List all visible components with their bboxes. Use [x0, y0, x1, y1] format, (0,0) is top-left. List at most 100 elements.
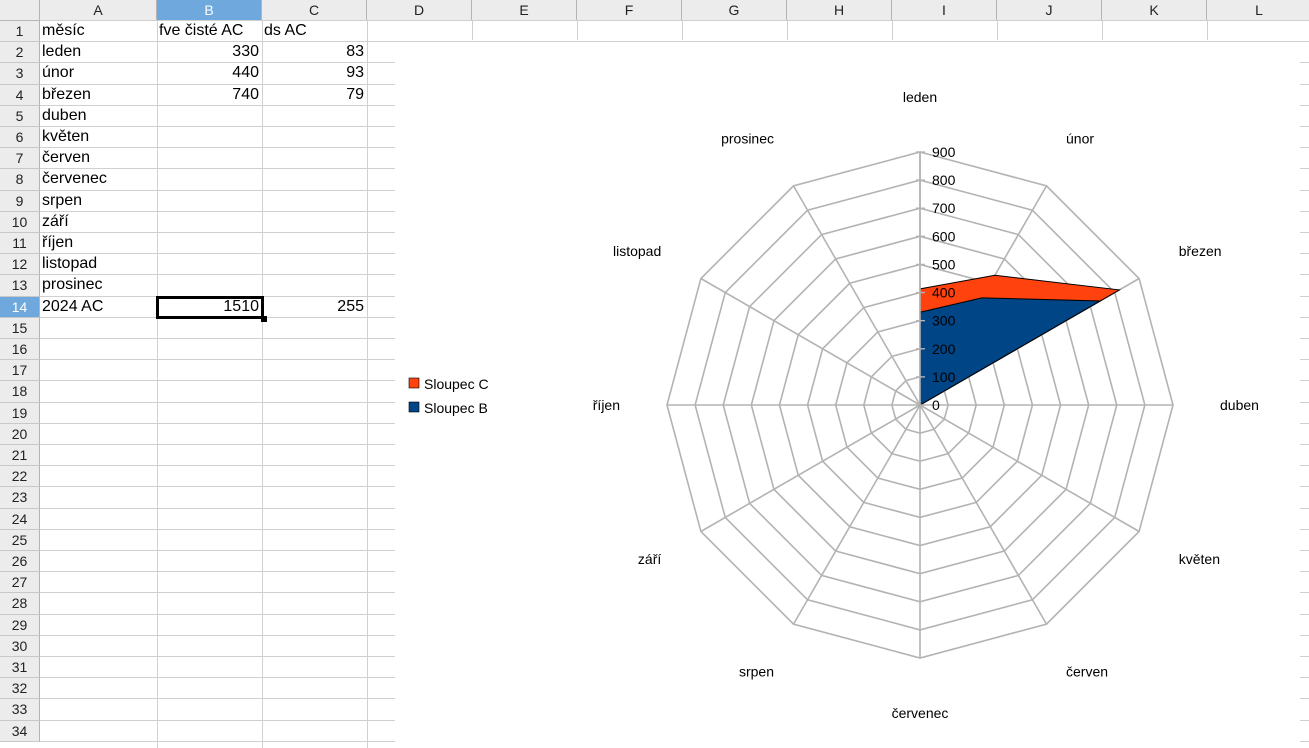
- row-header[interactable]: 20: [0, 423, 40, 445]
- cell-a9[interactable]: srpen: [42, 191, 83, 209]
- row-header[interactable]: 18: [0, 381, 40, 403]
- column-header-e[interactable]: E: [472, 0, 577, 21]
- cell-b2[interactable]: 330: [232, 43, 259, 61]
- cell-c12[interactable]: [262, 254, 367, 275]
- cell-b5[interactable]: [157, 106, 262, 127]
- column-header-j[interactable]: J: [997, 0, 1102, 21]
- row-header[interactable]: 10: [0, 211, 40, 233]
- cell-c8[interactable]: [262, 169, 367, 190]
- row-header[interactable]: 34: [0, 720, 40, 742]
- row-header[interactable]: 29: [0, 614, 40, 636]
- row-header[interactable]: 6: [0, 127, 40, 149]
- row-header[interactable]: 2: [0, 42, 40, 64]
- column-header-a[interactable]: A: [40, 0, 157, 21]
- tick-label: 700: [932, 200, 956, 216]
- category-label: červen: [1066, 664, 1108, 680]
- cell-a8[interactable]: červenec: [42, 170, 107, 188]
- row-header[interactable]: 21: [0, 445, 40, 467]
- tick-label: 300: [932, 313, 956, 329]
- row-header[interactable]: 26: [0, 551, 40, 573]
- category-label: březen: [1179, 243, 1222, 259]
- grid-spoke: [792, 185, 921, 406]
- cell-c6[interactable]: [262, 127, 367, 148]
- cell-a10[interactable]: září: [42, 212, 69, 230]
- row-header[interactable]: 24: [0, 508, 40, 530]
- cell-b14[interactable]: 1510: [223, 297, 259, 315]
- cell-b6[interactable]: [157, 127, 262, 148]
- cell-c13[interactable]: [262, 275, 367, 296]
- cell-a6[interactable]: květen: [42, 128, 90, 145]
- column-header-h[interactable]: H: [787, 0, 892, 21]
- cell-c4[interactable]: 79: [346, 85, 364, 103]
- cell-c14[interactable]: 255: [337, 297, 364, 315]
- row-header[interactable]: 3: [0, 63, 40, 85]
- cell-b11[interactable]: [157, 233, 262, 254]
- row-header[interactable]: 13: [0, 275, 40, 297]
- row-header[interactable]: 28: [0, 593, 40, 615]
- radar-chart[interactable]: 0 100 200 300 400 500 600 700 800 900 leden únor bře…: [395, 40, 1309, 740]
- cell-c2[interactable]: 83: [346, 43, 364, 61]
- cell-a12[interactable]: listopad: [42, 255, 98, 273]
- cell-b10[interactable]: [157, 212, 262, 233]
- cell-a4[interactable]: březen: [42, 85, 91, 103]
- column-header-c[interactable]: C: [262, 0, 367, 21]
- fill-handle[interactable]: [261, 315, 267, 322]
- row-header[interactable]: 17: [0, 360, 40, 382]
- grid-spoke: [700, 277, 921, 406]
- cell-c3[interactable]: 93: [346, 64, 364, 82]
- cell-a5[interactable]: duben: [42, 106, 87, 124]
- row-header[interactable]: 4: [0, 84, 40, 106]
- column-header-i[interactable]: I: [892, 0, 997, 21]
- row-header[interactable]: 31: [0, 657, 40, 679]
- cell-a14[interactable]: 2024 AC: [42, 297, 104, 315]
- cell-a3[interactable]: únor: [42, 64, 75, 82]
- cell-b1[interactable]: fve čisté AC: [159, 22, 244, 39]
- row-header[interactable]: 25: [0, 529, 40, 551]
- cell-a13[interactable]: prosinec: [42, 276, 103, 294]
- column-header-g[interactable]: G: [682, 0, 787, 21]
- cell-c5[interactable]: [262, 106, 367, 127]
- cell-b13[interactable]: [157, 275, 262, 296]
- row-header[interactable]: 15: [0, 317, 40, 339]
- row-header[interactable]: 9: [0, 190, 40, 212]
- row-header[interactable]: 1: [0, 21, 40, 43]
- cell-b12[interactable]: [157, 254, 262, 275]
- row-header[interactable]: 7: [0, 148, 40, 170]
- row-header[interactable]: 11: [0, 233, 40, 255]
- row-header[interactable]: 16: [0, 339, 40, 361]
- cell-b4[interactable]: 740: [232, 85, 259, 103]
- select-all-corner[interactable]: [0, 0, 40, 21]
- row-header[interactable]: 5: [0, 105, 40, 127]
- cell-b3[interactable]: 440: [232, 64, 259, 82]
- column-header-b[interactable]: B: [157, 0, 262, 21]
- cell-a1[interactable]: měsíc: [42, 22, 85, 39]
- cell-b8[interactable]: [157, 169, 262, 190]
- row-header[interactable]: 8: [0, 169, 40, 191]
- column-header-l[interactable]: L: [1207, 0, 1309, 21]
- cell-a11[interactable]: říjen: [42, 234, 74, 251]
- row-header[interactable]: 23: [0, 487, 40, 509]
- cell-a7[interactable]: červen: [42, 149, 91, 167]
- row-header[interactable]: 33: [0, 699, 40, 721]
- column-header-d[interactable]: D: [367, 0, 472, 21]
- row-header[interactable]: 22: [0, 466, 40, 488]
- row-header[interactable]: 19: [0, 402, 40, 424]
- cell-c10[interactable]: [262, 212, 367, 233]
- row-header[interactable]: 27: [0, 572, 40, 594]
- cell-c1[interactable]: ds AC: [264, 22, 307, 39]
- cell-b7[interactable]: [157, 148, 262, 169]
- cell-c7[interactable]: [262, 148, 367, 169]
- column-header-f[interactable]: F: [577, 0, 682, 21]
- row-header[interactable]: 30: [0, 635, 40, 657]
- row-header[interactable]: 14: [0, 296, 40, 318]
- grid-spoke: [700, 404, 921, 533]
- row-header[interactable]: 12: [0, 254, 40, 276]
- column-header-k[interactable]: K: [1102, 0, 1207, 21]
- cell-a2[interactable]: leden: [42, 43, 82, 61]
- row-header[interactable]: 32: [0, 678, 40, 700]
- cell-c9[interactable]: [262, 191, 367, 212]
- cell-b9[interactable]: [157, 191, 262, 212]
- category-label: říjen: [593, 397, 620, 413]
- cell-c11[interactable]: [262, 233, 367, 254]
